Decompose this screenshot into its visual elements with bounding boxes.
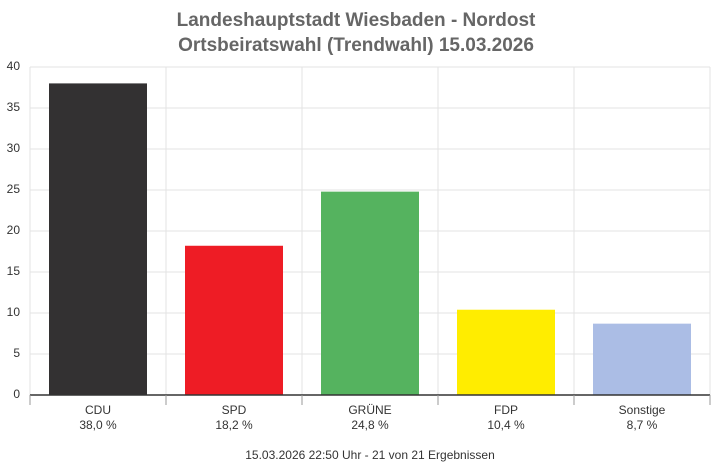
bar	[593, 323, 691, 395]
bar	[321, 191, 419, 395]
y-tick-label: 40	[7, 59, 21, 73]
caption: 15.03.2026 22:50 Uhr - 21 von 21 Ergebni…	[245, 448, 495, 462]
y-tick-label: 35	[7, 100, 21, 114]
y-tick-label: 25	[7, 182, 21, 196]
y-tick-label: 0	[13, 387, 20, 401]
bar	[185, 245, 283, 395]
value-label: 18,2 %	[215, 418, 253, 432]
x-tick-label: FDP	[494, 403, 518, 417]
value-label: 10,4 %	[487, 418, 525, 432]
chart-subtitle: Ortsbeiratswahl (Trendwahl) 15.03.2026	[178, 35, 534, 56]
value-label: 38,0 %	[79, 418, 117, 432]
y-tick-label: 30	[7, 141, 21, 155]
value-label: 24,8 %	[351, 418, 389, 432]
y-tick-label: 5	[13, 346, 20, 360]
y-tick-label: 10	[7, 305, 21, 319]
x-tick-label: SPD	[222, 403, 247, 417]
x-tick-label: CDU	[85, 403, 111, 417]
bar	[457, 309, 555, 395]
x-tick-label: GRÜNE	[348, 403, 391, 417]
bar	[49, 83, 147, 396]
y-tick-label: 15	[7, 264, 21, 278]
y-tick-label: 20	[7, 223, 21, 237]
chart-title: Landeshauptstadt Wiesbaden - Nordost	[177, 10, 536, 31]
x-tick-label: Sonstige	[619, 403, 666, 417]
value-label: 8,7 %	[627, 418, 658, 432]
